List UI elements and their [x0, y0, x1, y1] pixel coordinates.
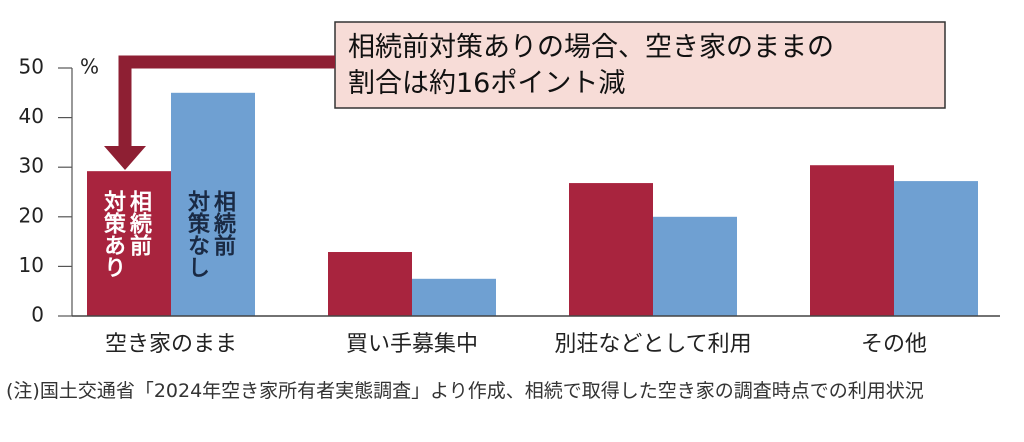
- bar: [87, 171, 171, 316]
- bar: [171, 92, 255, 316]
- y-tick-label: 10: [19, 253, 44, 277]
- x-tick-label: 別荘などとして利用: [554, 332, 751, 357]
- bar: [412, 278, 496, 316]
- annotation: 相続前対策ありの場合、空き家のままの割合は約16ポイント減: [348, 32, 834, 99]
- bar: [894, 181, 978, 316]
- y-axis-label: %: [80, 55, 99, 79]
- note: (注)国土交通省「2024年空き家所有者実態調査」より作成、相続で取得した空き家…: [6, 380, 924, 402]
- y-tick-label: 40: [19, 104, 44, 128]
- series-label: 相続前 対策なし: [184, 190, 235, 278]
- bar: [328, 252, 412, 316]
- y-tick-label: 0: [31, 303, 44, 327]
- bar: [810, 165, 894, 316]
- x-tick-label: 買い手募集中: [346, 332, 478, 357]
- bar: [653, 216, 737, 316]
- series-label: 相続前 対策あり: [100, 190, 151, 278]
- annotation-box: [334, 21, 946, 109]
- bar: [569, 183, 653, 316]
- x-tick-label: その他: [861, 332, 927, 357]
- annotation-arrow: [118, 55, 335, 148]
- arrow-head: [104, 146, 146, 170]
- y-tick-label: 30: [19, 154, 44, 178]
- y-tick-label: 20: [19, 203, 44, 227]
- y-tick-label: 50: [19, 55, 44, 79]
- x-tick-label: 空き家のまま: [105, 332, 237, 357]
